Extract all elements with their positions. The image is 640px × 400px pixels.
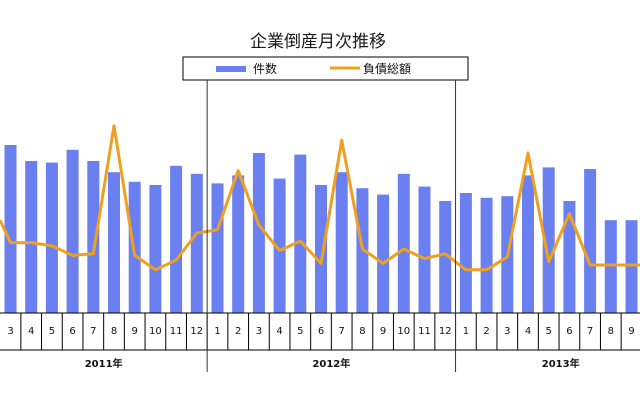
x-tick-label-10: 1: [214, 326, 220, 337]
line-series: [0, 124, 640, 272]
x-tick-label-9: 12: [190, 326, 203, 337]
x-tick-label-25: 4: [525, 326, 531, 337]
bar-20: [418, 186, 431, 313]
bar-12: [252, 153, 265, 313]
bar-5: [108, 172, 120, 313]
bar-15: [315, 185, 327, 313]
bar-25: [522, 175, 534, 313]
bar-23: [480, 197, 493, 313]
bar-21: [439, 201, 452, 313]
year-label-2: 2013年: [542, 357, 580, 370]
x-tick-label-3: 6: [69, 326, 75, 337]
x-tick-label-20: 11: [418, 326, 431, 337]
bar-29: [604, 220, 617, 313]
x-tick-label-11: 2: [235, 326, 241, 337]
x-axis: 3 4 5 6 7 8 9 10 11 12 1 2 3 4 5 6 7 8 9 10 11 12 1 2 3 4 5 6 7 8 9201…: [0, 80, 640, 372]
x-tick-label-23: 2: [483, 326, 489, 337]
bar-11: [232, 175, 245, 313]
x-tick-label-2: 5: [49, 326, 55, 337]
x-tick-label-6: 9: [132, 326, 138, 337]
x-tick-label-1: 4: [28, 326, 34, 337]
x-tick-label-19: 10: [397, 326, 410, 337]
x-tick-label-29: 8: [608, 326, 614, 337]
x-tick-label-8: 11: [170, 326, 183, 337]
x-tick-label-13: 4: [276, 326, 282, 337]
bar-8: [170, 165, 183, 313]
legend: 件数 負債総額: [182, 56, 469, 81]
bar-13: [273, 178, 286, 313]
x-tick-label-21: 12: [439, 326, 452, 337]
x-tick-label-17: 8: [359, 326, 365, 337]
x-tick-label-27: 6: [566, 326, 572, 337]
x-tick-label-24: 3: [504, 326, 510, 337]
year-label-1: 2012年: [312, 357, 350, 370]
bar-9: [190, 173, 203, 313]
plot-area: [0, 124, 640, 313]
bar-18: [377, 194, 390, 313]
x-tick-label-15: 6: [318, 326, 324, 337]
legend-swatch-bar: [216, 66, 246, 72]
bar-30: [625, 220, 638, 313]
bar-3: [66, 149, 79, 313]
bar-1: [25, 161, 38, 313]
year-label-0: 2011年: [85, 357, 123, 370]
x-tick-label-18: 9: [380, 326, 386, 337]
legend-frame: [182, 56, 469, 81]
x-tick-label-22: 1: [463, 326, 469, 337]
bar-7: [149, 185, 162, 313]
bar-16: [335, 172, 348, 313]
x-tick-label-28: 7: [587, 326, 593, 337]
x-tick-label-30: 9: [628, 326, 634, 337]
x-tick-label-14: 5: [297, 326, 303, 337]
bar-2: [45, 162, 58, 313]
bar-26: [542, 167, 555, 313]
x-tick-label-7: 10: [149, 326, 162, 337]
bar-22: [459, 193, 472, 313]
bar-28: [584, 169, 597, 313]
x-tick-label-12: 3: [256, 326, 262, 337]
x-tick-label-5: 8: [111, 326, 117, 337]
bar-27: [563, 201, 576, 313]
x-tick-label-0: 3: [7, 326, 13, 337]
chart-title: 企業倒産月次推移: [250, 32, 386, 52]
bar-14: [294, 154, 307, 313]
bar-19: [397, 173, 410, 313]
bar-10: [211, 183, 224, 313]
x-tick-label-4: 7: [90, 326, 96, 337]
x-tick-label-26: 5: [546, 326, 552, 337]
bar-0: [4, 145, 17, 313]
x-tick-label-16: 7: [339, 326, 345, 337]
bar-4: [87, 161, 100, 313]
legend-label-bar: 件数: [253, 61, 277, 76]
legend-label-line: 負債総額: [363, 61, 411, 76]
